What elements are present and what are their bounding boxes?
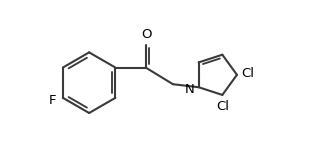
Text: N: N: [185, 83, 195, 95]
Text: O: O: [141, 28, 152, 41]
Text: Cl: Cl: [216, 100, 230, 113]
Text: F: F: [49, 94, 56, 107]
Text: Cl: Cl: [241, 67, 254, 80]
